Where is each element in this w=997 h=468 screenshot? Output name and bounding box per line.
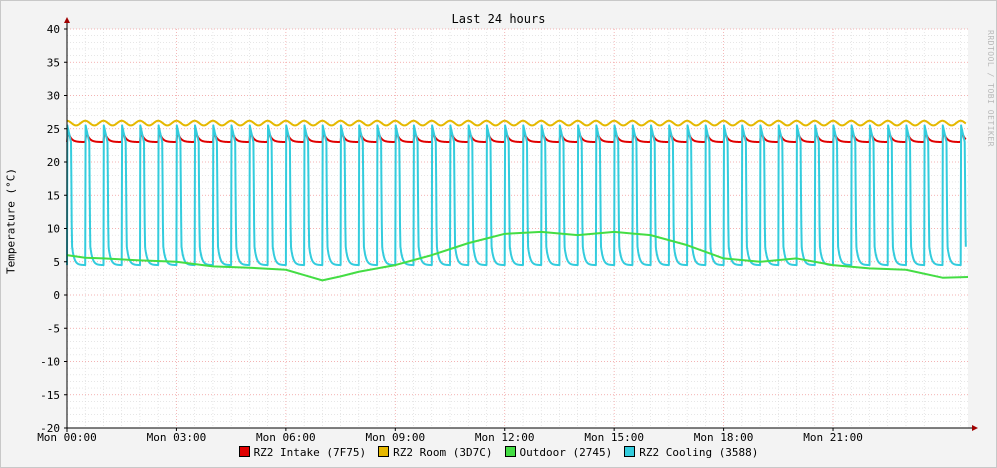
- y-axis-arrow: [64, 17, 70, 23]
- legend-swatch: [238, 446, 250, 457]
- y-tick-label: -10: [40, 356, 60, 369]
- legend-label: RZ2 Room (3D7C): [393, 446, 493, 459]
- x-tick-label: Mon 06:00: [256, 431, 316, 444]
- series-line-rz2-cooling-3588: [66, 124, 967, 267]
- series-line-rz2-room-3d7c: [66, 119, 967, 127]
- y-tick-label: 10: [47, 223, 60, 236]
- legend-item: Outdoor (2745): [504, 446, 613, 459]
- legend-label: Outdoor (2745): [519, 446, 613, 459]
- x-tick-label: Mon 15:00: [584, 431, 644, 444]
- y-tick-label: 20: [47, 156, 60, 169]
- y-tick-label: 0: [53, 289, 60, 302]
- x-tick-label: Mon 09:00: [365, 431, 425, 444]
- y-tick-label: 35: [47, 56, 60, 69]
- legend-label: RZ2 Intake (7F75): [253, 446, 367, 459]
- series-line-outdoor-2745: [66, 230, 969, 282]
- y-tick-label: -5: [47, 322, 60, 335]
- x-tick-label: Mon 21:00: [803, 431, 863, 444]
- y-tick-label: -15: [40, 389, 60, 402]
- y-tick-label: 25: [47, 123, 60, 136]
- y-tick-label: 15: [47, 189, 60, 202]
- rrdtool-watermark: RRDTOOL / TOBI OETIKER: [986, 30, 995, 147]
- chart-title: Last 24 hours: [451, 12, 546, 26]
- x-axis-arrow: [972, 425, 978, 431]
- x-tick-label: Mon 12:00: [475, 431, 535, 444]
- x-tick-label: Mon 00:00: [37, 431, 97, 444]
- x-tick-label: Mon 03:00: [147, 431, 207, 444]
- legend-item: RZ2 Intake (7F75): [238, 446, 367, 459]
- y-tick-label: 30: [47, 90, 60, 103]
- legend-swatch: [624, 446, 636, 457]
- y-tick-label: -20: [40, 422, 60, 435]
- legend-swatch: [378, 446, 390, 457]
- y-tick-label: 5: [53, 256, 60, 269]
- legend-label: RZ2 Cooling (3588): [639, 446, 759, 459]
- legend-item: RZ2 Cooling (3588): [624, 446, 758, 459]
- series-group: [66, 119, 969, 282]
- y-tick-label: 40: [47, 23, 60, 36]
- legend-item: RZ2 Room (3D7C): [378, 446, 493, 459]
- legend: RZ2 Intake (7F75) RZ2 Room (3D7C) Outdoor …: [0, 446, 997, 459]
- legend-swatch: [504, 446, 516, 457]
- x-tick-label: Mon 18:00: [694, 431, 754, 444]
- axes: [64, 17, 978, 432]
